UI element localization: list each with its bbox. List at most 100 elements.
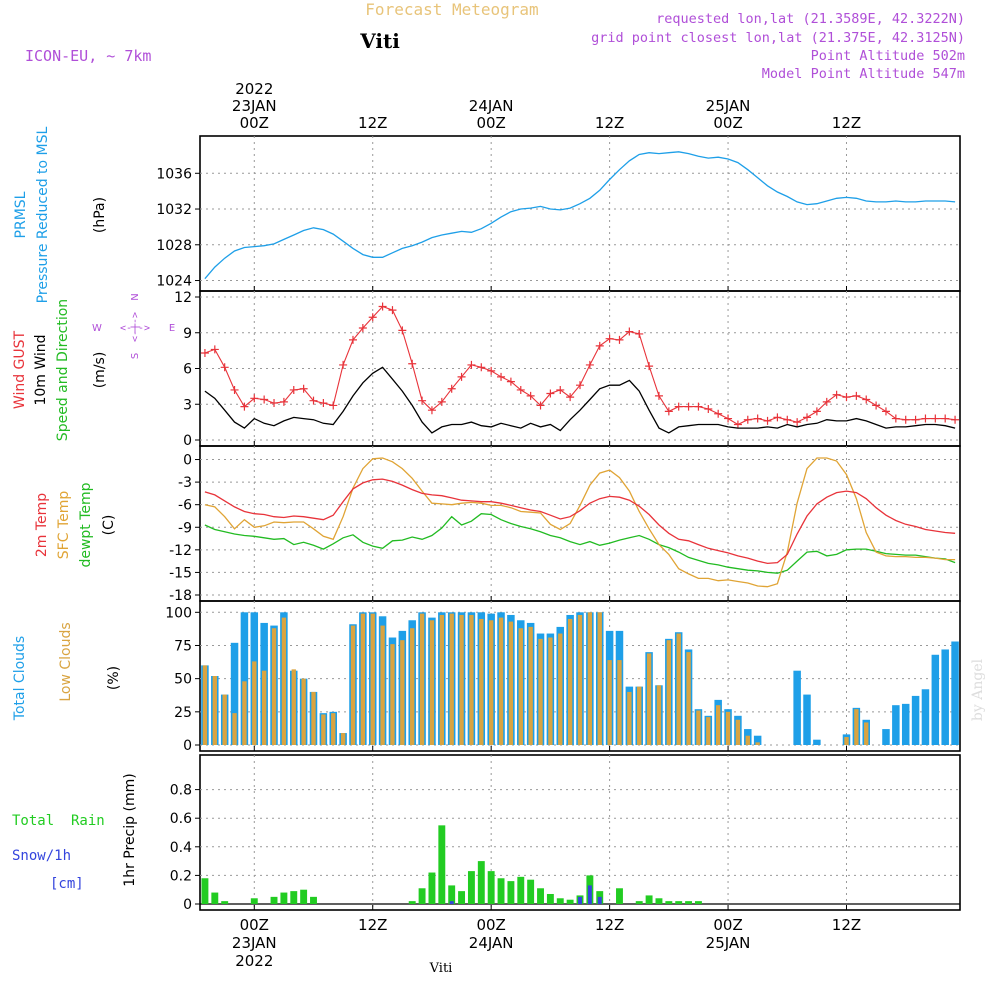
wind-dir-label: Speed and Direction — [55, 299, 71, 441]
prmsl-ytick-label: 1036 — [156, 166, 192, 182]
low-cloud-bar — [301, 678, 306, 745]
low-cloud-bar — [232, 713, 237, 745]
rain-bar — [655, 898, 663, 904]
low-cloud-bar — [380, 625, 385, 745]
low-cloud-bar — [745, 735, 750, 745]
snow-label: Snow/1h — [12, 848, 71, 864]
low-cloud-bar — [291, 669, 296, 745]
top-time-label: 24JAN — [469, 97, 514, 115]
precip-ytick-label: 0.8 — [170, 783, 192, 799]
gust-marker — [901, 415, 910, 424]
gust-marker — [605, 334, 614, 343]
rain-bar — [487, 871, 495, 904]
prmsl-ytick-label: 1032 — [156, 202, 192, 218]
top-time-label: 2022 — [235, 80, 273, 98]
clouds-unit: (%) — [106, 666, 122, 690]
low-cloud-bar — [607, 660, 612, 745]
low-cloud-bar — [637, 686, 642, 745]
total-cloud-bar — [793, 670, 801, 745]
top-time-label: 12Z — [358, 114, 387, 132]
gust-marker — [536, 401, 545, 410]
total-cloud-bar — [753, 735, 762, 745]
bottom-time-label: 00Z — [713, 916, 742, 934]
gust-marker — [793, 418, 802, 427]
low-cloud-bar — [518, 628, 523, 745]
rain-bar — [477, 861, 485, 904]
compass-rose: W E <-|-> <-|-> N S — [92, 293, 175, 359]
gust-marker — [872, 401, 881, 410]
gust-marker — [615, 335, 624, 344]
rain-bar — [635, 901, 643, 904]
gust-marker — [704, 405, 713, 414]
precip-ytick-label: 0.4 — [170, 840, 192, 856]
temperature-ytick-label: -15 — [169, 565, 192, 581]
prmsl-unit: (hPa) — [92, 197, 108, 233]
footer-location: Viti — [429, 961, 453, 976]
rain-bar — [458, 891, 466, 904]
low-cloud-bar — [617, 660, 622, 745]
wind-ytick-label: 6 — [183, 362, 192, 378]
clouds-ytick-label: 50 — [174, 672, 192, 688]
total-cloud-bar — [892, 705, 900, 745]
low-cloud-bar — [498, 617, 504, 745]
top-time-label: 00Z — [713, 114, 742, 132]
rain-bar — [537, 888, 544, 904]
gust-marker — [368, 313, 377, 322]
gust-marker — [319, 399, 328, 408]
gust-marker — [497, 372, 506, 381]
low-cloud-bar — [281, 617, 287, 745]
snow-bar — [597, 896, 602, 904]
bottom-time-label: 2022 — [235, 952, 273, 970]
compass-north: N — [130, 293, 141, 300]
precip-ytick-label: 0.6 — [170, 811, 192, 827]
low-cloud-bar — [202, 665, 208, 745]
requested-coords: requested lon,lat (21.3589E, 42.3222N) — [656, 11, 965, 27]
low-cloud-bar — [676, 633, 681, 745]
gust-marker — [467, 360, 476, 369]
low-cloud-bar — [400, 640, 405, 745]
clouds-panel-frame — [199, 600, 961, 752]
total-cloud-bar — [813, 739, 821, 745]
gust-marker — [378, 302, 387, 311]
bottom-time-label: 12Z — [595, 916, 624, 934]
low-cloud-bar — [449, 613, 454, 745]
wind-labels: Wind GUST 10m Wind Speed and Direction (… — [12, 299, 108, 441]
wind-unit: (m/s) — [92, 352, 108, 389]
gust-marker — [200, 349, 209, 358]
gust-marker — [684, 402, 693, 411]
gust-marker — [803, 413, 812, 422]
temp-labels: 2m Temp SFC Temp dewpt Temp (C) — [34, 482, 117, 567]
gust-marker — [408, 359, 417, 368]
bottom-time-label: 24JAN — [469, 934, 514, 952]
temperature-ytick-label: -9 — [178, 520, 192, 536]
gust-marker — [487, 366, 496, 375]
model-point-altitude: Model Point Altitude 547m — [762, 66, 965, 82]
clouds-ytick-label: 100 — [165, 605, 192, 621]
gust-marker — [546, 389, 555, 398]
top-time-label: 12Z — [595, 114, 624, 132]
rain-bar — [527, 879, 535, 904]
bottom-time-label: 25JAN — [706, 934, 751, 952]
gust-marker — [516, 385, 525, 394]
low-cloud-bar — [340, 733, 346, 745]
gust-marker — [279, 397, 288, 406]
snow-bar — [449, 901, 454, 904]
bottom-time-label: 12Z — [358, 916, 387, 934]
watermark: by Angel — [970, 658, 986, 721]
wind-ytick-label: 9 — [183, 326, 192, 342]
low-cloud-bar — [706, 717, 711, 745]
gust-marker — [506, 377, 515, 386]
point-altitude: Point Altitude 502m — [811, 48, 965, 64]
marks-layer — [200, 151, 960, 905]
meteogram-title: Forecast Meteogram — [365, 0, 538, 19]
gust-marker — [773, 413, 782, 422]
low-cloud-bar — [735, 719, 741, 745]
clouds-ytick-label: 25 — [174, 705, 192, 721]
rain-bar — [517, 876, 525, 904]
rain-bar — [694, 901, 702, 904]
rain-bar — [546, 893, 554, 904]
clouds-ytick-label: 0 — [183, 738, 192, 754]
low-cloud-bar — [479, 618, 484, 745]
low-cloud-bar — [439, 614, 444, 745]
low-cloud-bar — [390, 644, 395, 745]
